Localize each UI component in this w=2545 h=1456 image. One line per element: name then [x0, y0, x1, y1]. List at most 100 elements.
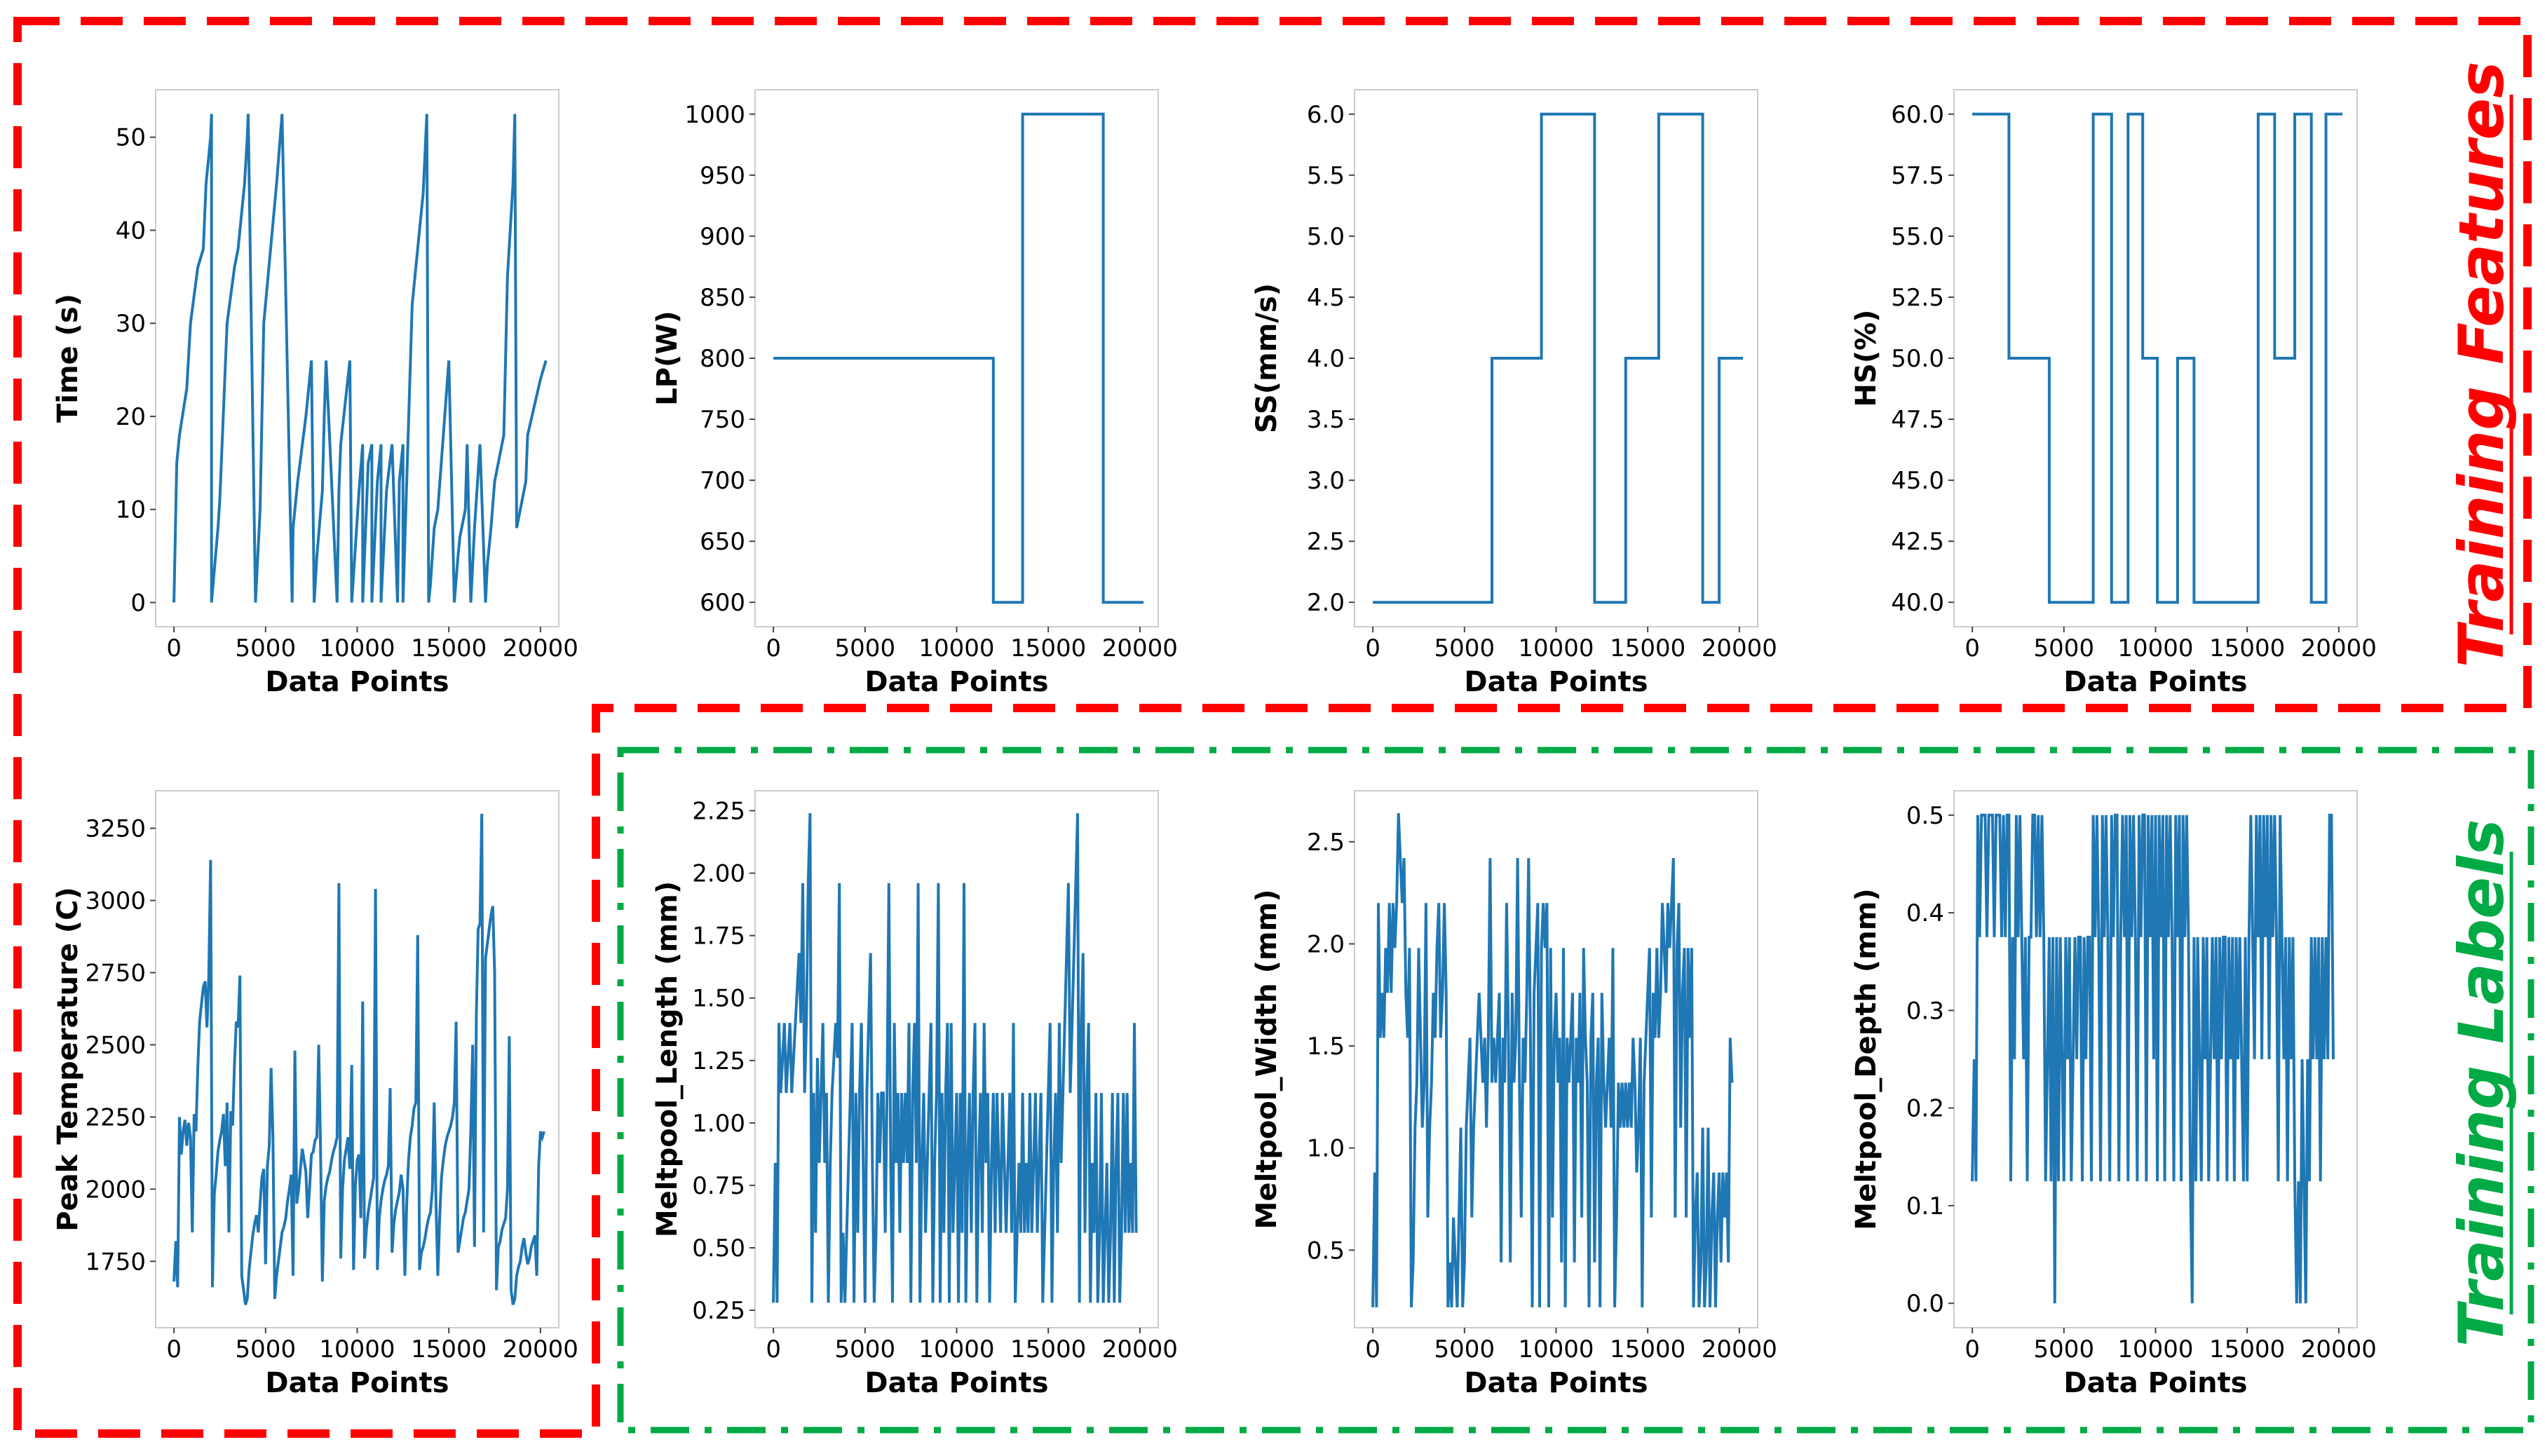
y-tick-label: 10	[116, 496, 146, 524]
y-tick-label: 650	[700, 528, 745, 556]
x-tick-label: 15000	[1010, 634, 1086, 662]
y-axis-label: Peak Temperature (C)	[52, 887, 84, 1232]
y-tick-label: 4.5	[1307, 284, 1345, 312]
y-tick-label: 50.0	[1891, 345, 1944, 373]
y-tick-label: 0.50	[692, 1234, 745, 1263]
x-axis-label: Data Points	[864, 1367, 1048, 1399]
x-tick-label: 10000	[319, 634, 395, 662]
y-tick-label: 2.25	[692, 798, 745, 826]
y-tick-label: 5.5	[1307, 162, 1345, 190]
x-tick-label: 20000	[1102, 634, 1178, 662]
x-axis-label: Data Points	[1464, 1367, 1648, 1399]
x-tick-label: 10000	[2117, 634, 2193, 662]
y-tick-label: 700	[700, 467, 745, 495]
y-axis-label: Meltpool_Length (mm)	[651, 881, 684, 1237]
x-tick-label: 20000	[1702, 1335, 1777, 1363]
series-line-length	[772, 813, 1138, 1303]
series-line-width	[1371, 812, 1734, 1307]
y-tick-label: 50	[116, 124, 146, 152]
y-axis-label: Meltpool_Depth (mm)	[1850, 888, 1882, 1230]
y-tick-label: 1.00	[692, 1110, 745, 1138]
x-tick-label: 10000	[1518, 1335, 1594, 1363]
y-tick-label: 1.0	[1307, 1135, 1345, 1163]
y-tick-label: 0.4	[1906, 899, 1944, 927]
chart-peak-temperature: 0 5000 10000 15000 20000 1750 2000 2250 2500 2750…	[52, 790, 578, 1399]
y-axis-label: Time (s)	[52, 294, 84, 423]
x-tick-label: 5000	[835, 1335, 896, 1363]
x-axis-label: Data Points	[2063, 1367, 2247, 1399]
y-tick-label: 0.25	[692, 1297, 745, 1325]
x-tick-label: 5000	[2034, 634, 2095, 662]
y-tick-label: 3.5	[1307, 406, 1345, 434]
x-tick-label: 10000	[918, 1335, 994, 1363]
y-tick-label: 60.0	[1891, 101, 1944, 129]
x-tick-label: 10000	[1518, 634, 1594, 662]
series-line-lp	[773, 112, 1144, 604]
x-axis-label: Data Points	[2063, 666, 2247, 698]
series-line-time	[172, 114, 548, 603]
y-axis-label: HS(%)	[1850, 310, 1882, 407]
y-tick-label: 3250	[85, 815, 146, 843]
x-tick-label: 0	[766, 1335, 781, 1363]
y-tick-label: 800	[700, 345, 745, 373]
y-tick-label: 40.0	[1891, 589, 1944, 617]
y-tick-label: 6.0	[1307, 101, 1345, 129]
y-tick-label: 1750	[85, 1248, 146, 1276]
training-features-frame	[13, 17, 2532, 1438]
y-tick-label: 1.25	[692, 1047, 745, 1075]
series-line-ss	[1373, 112, 1744, 604]
y-tick-label: 3.0	[1307, 467, 1345, 495]
x-tick-label: 10000	[319, 1335, 395, 1363]
y-tick-label: 0.5	[1906, 802, 1944, 830]
series-line-hs	[1972, 112, 2343, 604]
y-tick-label: 40	[116, 217, 146, 245]
x-tick-label: 20000	[2301, 1335, 2377, 1363]
y-tick-label: 1.50	[692, 985, 745, 1013]
chart-meltpool-length: 0 5000 10000 15000 20000 0.25 0.50 0.75 1.00 1.25…	[651, 790, 1178, 1399]
x-tick-label: 20000	[1102, 1335, 1178, 1363]
y-tick-label: 4.0	[1307, 345, 1345, 373]
y-tick-label: 57.5	[1891, 162, 1944, 190]
x-axis-label: Data Points	[864, 666, 1048, 698]
x-tick-label: 5000	[236, 634, 297, 662]
y-tick-label: 42.5	[1891, 528, 1944, 556]
x-tick-label: 0	[1365, 1335, 1380, 1363]
x-tick-label: 5000	[236, 1335, 297, 1363]
x-tick-label: 15000	[411, 634, 487, 662]
x-axis-label: Data Points	[265, 1367, 449, 1399]
x-axis-label: Data Points	[1464, 666, 1648, 698]
y-tick-label: 1000	[684, 101, 745, 129]
y-tick-label: 55.0	[1891, 223, 1944, 251]
chart-hs: 0 5000 10000 15000 20000 40.0 42.5 45.0 47.5 50.0…	[1850, 89, 2377, 698]
y-tick-label: 47.5	[1891, 406, 1944, 434]
x-tick-label: 15000	[2209, 634, 2285, 662]
x-tick-label: 5000	[2034, 1335, 2095, 1363]
y-tick-label: 2.0	[1307, 930, 1345, 958]
y-axis-label: SS(mm/s)	[1251, 283, 1283, 433]
y-tick-label: 2000	[85, 1176, 146, 1204]
x-tick-label: 0	[766, 634, 781, 662]
x-tick-label: 5000	[1434, 1335, 1495, 1363]
y-tick-label: 0.1	[1906, 1192, 1944, 1220]
y-tick-label: 2750	[85, 959, 146, 987]
y-tick-label: 600	[700, 589, 745, 617]
y-tick-label: 0.75	[692, 1172, 745, 1200]
y-tick-label: 950	[700, 162, 745, 190]
y-tick-label: 0.5	[1307, 1237, 1345, 1265]
y-tick-label: 2.5	[1307, 829, 1345, 857]
x-tick-label: 15000	[2209, 1335, 2285, 1363]
y-tick-label: 2500	[85, 1031, 146, 1059]
y-tick-label: 1.75	[692, 923, 745, 951]
y-tick-label: 2250	[85, 1103, 146, 1131]
chart-time: 0 5000 10000 15000 20000 0 10 20 30 40 50 Data Poin…	[52, 89, 578, 698]
x-tick-label: 20000	[2301, 634, 2377, 662]
y-tick-label: 30	[116, 310, 146, 338]
x-tick-label: 0	[1365, 634, 1380, 662]
x-tick-label: 15000	[411, 1335, 487, 1363]
x-tick-label: 15000	[1010, 1335, 1086, 1363]
series-line-depth	[1971, 813, 2335, 1304]
x-tick-label: 0	[1964, 1335, 1980, 1363]
x-tick-label: 5000	[835, 634, 896, 662]
x-tick-label: 10000	[2117, 1335, 2193, 1363]
